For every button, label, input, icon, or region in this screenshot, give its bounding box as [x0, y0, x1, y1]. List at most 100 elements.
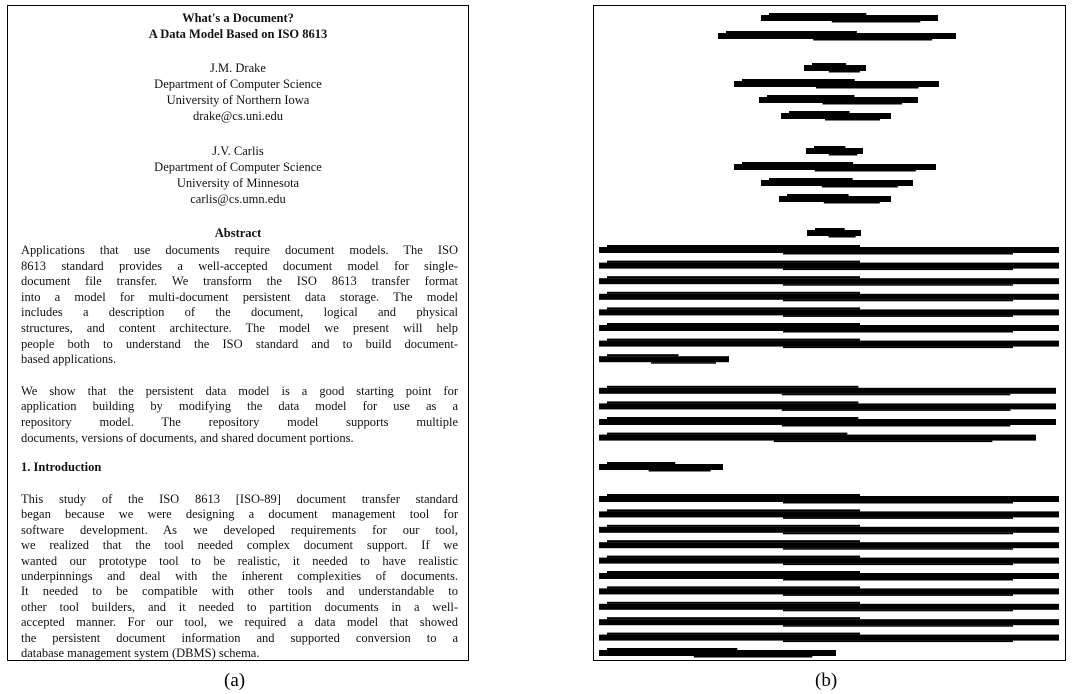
smear-bar: [829, 154, 858, 156]
smear-bar: [769, 13, 866, 15]
smear-bar: [599, 542, 1059, 548]
smear-bar: [607, 261, 860, 263]
smear-bar: [783, 579, 1013, 581]
body-line: We show that the persistent data model i…: [21, 384, 458, 398]
body-line: includes a description of the document, …: [21, 305, 458, 319]
smear-bar: [607, 494, 860, 496]
smear-bar: [825, 119, 880, 121]
smear-bar: [783, 594, 1013, 596]
smear-bar: [694, 656, 813, 658]
author-email: drake@cs.uni.edu: [8, 109, 468, 123]
smear-bar: [781, 113, 891, 119]
body-line: documents, versions of documents, and sh…: [21, 431, 458, 445]
smear-bar: [599, 496, 1059, 502]
smear-bar: [782, 425, 1011, 427]
smear-bar: [599, 635, 1059, 641]
smear-bar: [599, 278, 1059, 284]
smear-bar: [807, 230, 861, 236]
smear-bar: [789, 111, 850, 113]
body-line: people both to understand the ISO standa…: [21, 337, 458, 351]
smear-bar: [607, 292, 860, 294]
smear-bar: [813, 39, 932, 41]
smear-bar: [829, 236, 856, 238]
smear-bar: [607, 617, 860, 619]
smear-bar: [815, 228, 845, 230]
smear-bar: [726, 31, 857, 33]
smear-bar: [783, 300, 1013, 302]
smear-bar: [787, 194, 849, 196]
smear-bar: [599, 294, 1059, 300]
author-university: University of Minnesota: [8, 176, 468, 190]
smear-bar: [783, 347, 1013, 349]
smear-bar: [783, 284, 1013, 286]
body-line: It needed to be compatible with other to…: [21, 584, 458, 598]
body-line: software development. As we developed re…: [21, 523, 458, 537]
smear-bar: [599, 573, 1059, 579]
smear-bar: [607, 633, 860, 635]
smear-bar: [783, 517, 1013, 519]
smear-bar: [607, 586, 860, 588]
body-line: application building by modifying the da…: [21, 399, 458, 413]
smear-bar: [599, 263, 1059, 269]
smear-bar: [607, 307, 860, 309]
smear-bar: [823, 103, 903, 105]
smear-bar: [816, 87, 919, 89]
smear-bar: [599, 435, 1036, 441]
body-line: other tool builders, and it needed to pa…: [21, 600, 458, 614]
smear-bar: [806, 148, 863, 154]
smear-bar: [759, 97, 918, 103]
heading: Abstract: [8, 226, 468, 240]
smear-bar: [783, 641, 1013, 643]
body-line: the persistent document information and …: [21, 631, 458, 645]
smear-bar: [607, 648, 737, 650]
smear-bar: [607, 323, 860, 325]
smear-bar: [783, 610, 1013, 612]
smear-bar: [783, 331, 1013, 333]
smear-bar: [607, 525, 860, 527]
author-university: University of Northern Iowa: [8, 93, 468, 107]
panel-smeared: [593, 5, 1066, 661]
smear-bar: [607, 401, 858, 403]
smear-bar: [742, 162, 853, 164]
smear-bar: [599, 325, 1059, 331]
smear-bar: [783, 253, 1013, 255]
author-department: Department of Computer Science: [8, 160, 468, 174]
smear-bar: [599, 511, 1059, 517]
smear-bar: [832, 21, 921, 23]
smear-bar: [599, 309, 1059, 315]
caption: (a): [224, 670, 245, 692]
smear-bar: [599, 558, 1059, 564]
author-department: Department of Computer Science: [8, 77, 468, 91]
smear-bar: [607, 354, 679, 356]
smear-bar: [815, 170, 916, 172]
smear-bar: [607, 339, 860, 341]
smear-bar: [783, 269, 1013, 271]
smear-bar: [814, 146, 845, 148]
body-line: document file transfer. We transform the…: [21, 274, 458, 288]
body-line: database management system (DBMS) schema…: [21, 646, 458, 660]
smear-bar: [599, 464, 723, 470]
smear-bar: [782, 409, 1011, 411]
smear-bar: [804, 65, 866, 71]
body-line: repository model. The repository model s…: [21, 415, 458, 429]
body-line: 8613 standard provides a well-accepted d…: [21, 259, 458, 273]
body-line: began because we were designing a docume…: [21, 507, 458, 521]
smear-bar: [783, 548, 1013, 550]
smear-bar: [607, 386, 858, 388]
smear-bar: [829, 71, 860, 73]
smear-bar: [734, 81, 939, 87]
body-line: wanted our prototype tool to be realisti…: [21, 554, 458, 568]
smear-bar: [607, 245, 860, 247]
body-line: into a model for multi-document persiste…: [21, 290, 458, 304]
author-name: J.V. Carlis: [8, 144, 468, 158]
smear-bar: [783, 564, 1013, 566]
title: What's a Document?: [8, 11, 468, 25]
smear-bar: [607, 417, 858, 419]
smear-bar: [767, 95, 854, 97]
smear-bar: [607, 276, 860, 278]
page: What's a Document?A Data Model Based on …: [0, 0, 1072, 694]
smear-bar: [599, 388, 1056, 394]
smear-bar: [783, 533, 1013, 535]
smear-bar: [599, 527, 1059, 533]
smear-bar: [607, 571, 860, 573]
